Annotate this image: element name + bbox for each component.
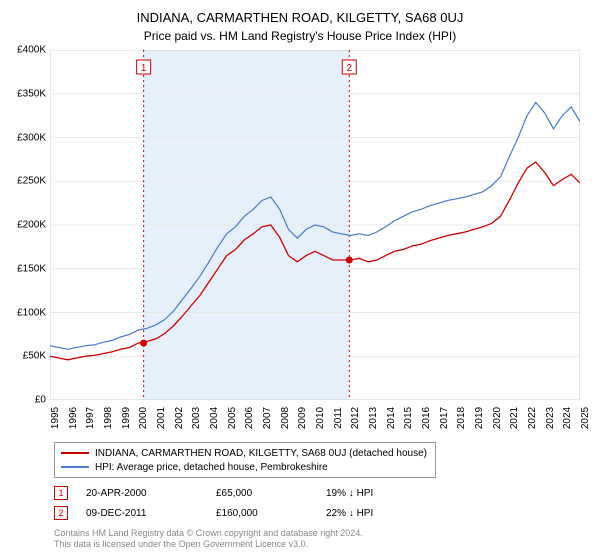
x-tick-label: 1999 bbox=[121, 407, 132, 429]
y-tick-label: £200K bbox=[17, 220, 46, 231]
sale-change-2: 22% ↓ HPI bbox=[326, 508, 373, 519]
sale-row-1: 1 20-APR-2000 £65,000 19% ↓ HPI bbox=[54, 486, 373, 500]
y-tick-label: £300K bbox=[17, 132, 46, 143]
sale-date-2: 09-DEC-2011 bbox=[86, 508, 216, 519]
x-tick-label: 2015 bbox=[403, 407, 414, 429]
legend-item: HPI: Average price, detached house, Pemb… bbox=[61, 460, 427, 474]
legend-swatch bbox=[61, 452, 89, 454]
x-tick-label: 1997 bbox=[85, 407, 96, 429]
x-tick-label: 2022 bbox=[527, 407, 538, 429]
sale-change-1: 19% ↓ HPI bbox=[326, 488, 373, 499]
x-tick-label: 2021 bbox=[509, 407, 520, 429]
chart-plot-area: 12 bbox=[50, 50, 580, 400]
y-axis: £0£50K£100K£150K£200K£250K£300K£350K£400… bbox=[0, 50, 50, 400]
title-main: INDIANA, CARMARTHEN ROAD, KILGETTY, SA68… bbox=[0, 0, 600, 25]
legend-label: HPI: Average price, detached house, Pemb… bbox=[95, 462, 328, 473]
x-tick-label: 2017 bbox=[439, 407, 450, 429]
y-tick-label: £0 bbox=[35, 395, 46, 406]
sale-marker-1: 1 bbox=[54, 486, 68, 500]
svg-text:2: 2 bbox=[346, 63, 352, 74]
y-tick-label: £50K bbox=[23, 351, 46, 362]
x-axis: 1995 1996 1997 1998 1999 2000 2001 2002 2003 2004… bbox=[50, 400, 580, 430]
x-tick-label: 2005 bbox=[227, 407, 238, 429]
sale-date-1: 20-APR-2000 bbox=[86, 488, 216, 499]
legend: INDIANA, CARMARTHEN ROAD, KILGETTY, SA68… bbox=[54, 442, 436, 478]
x-tick-label: 2001 bbox=[156, 407, 167, 429]
sale-price-1: £65,000 bbox=[216, 488, 326, 499]
x-tick-label: 2018 bbox=[456, 407, 467, 429]
x-tick-label: 2023 bbox=[545, 407, 556, 429]
legend-swatch bbox=[61, 466, 89, 468]
footer: Contains HM Land Registry data © Crown c… bbox=[54, 528, 363, 551]
svg-text:1: 1 bbox=[141, 63, 147, 74]
x-tick-label: 2016 bbox=[421, 407, 432, 429]
x-tick-label: 1996 bbox=[68, 407, 79, 429]
x-tick-label: 1995 bbox=[50, 407, 61, 429]
x-tick-label: 2014 bbox=[386, 407, 397, 429]
x-tick-label: 2013 bbox=[368, 407, 379, 429]
sale-row-2: 2 09-DEC-2011 £160,000 22% ↓ HPI bbox=[54, 506, 373, 520]
sale-marker-2: 2 bbox=[54, 506, 68, 520]
x-tick-label: 2024 bbox=[562, 407, 573, 429]
x-tick-label: 2002 bbox=[174, 407, 185, 429]
y-tick-label: £400K bbox=[17, 45, 46, 56]
sale-price-2: £160,000 bbox=[216, 508, 326, 519]
x-tick-label: 2004 bbox=[209, 407, 220, 429]
title-sub: Price paid vs. HM Land Registry's House … bbox=[0, 25, 600, 49]
footer-line-2: This data is licensed under the Open Gov… bbox=[54, 539, 363, 550]
y-tick-label: £350K bbox=[17, 88, 46, 99]
x-tick-label: 2012 bbox=[350, 407, 361, 429]
x-tick-label: 2006 bbox=[244, 407, 255, 429]
footer-line-1: Contains HM Land Registry data © Crown c… bbox=[54, 528, 363, 539]
x-tick-label: 2008 bbox=[280, 407, 291, 429]
x-tick-label: 2011 bbox=[333, 407, 344, 429]
chart-container: INDIANA, CARMARTHEN ROAD, KILGETTY, SA68… bbox=[0, 0, 600, 560]
x-tick-label: 2025 bbox=[580, 407, 591, 429]
x-tick-label: 1998 bbox=[103, 407, 114, 429]
x-tick-label: 2019 bbox=[474, 407, 485, 429]
chart-svg: 12 bbox=[50, 50, 580, 400]
x-tick-label: 2010 bbox=[315, 407, 326, 429]
x-tick-label: 2003 bbox=[191, 407, 202, 429]
legend-label: INDIANA, CARMARTHEN ROAD, KILGETTY, SA68… bbox=[95, 448, 427, 459]
legend-item: INDIANA, CARMARTHEN ROAD, KILGETTY, SA68… bbox=[61, 446, 427, 460]
x-tick-label: 2009 bbox=[297, 407, 308, 429]
x-tick-label: 2020 bbox=[492, 407, 503, 429]
y-tick-label: £100K bbox=[17, 307, 46, 318]
y-tick-label: £250K bbox=[17, 176, 46, 187]
x-tick-label: 2007 bbox=[262, 407, 273, 429]
y-tick-label: £150K bbox=[17, 263, 46, 274]
x-tick-label: 2000 bbox=[138, 407, 149, 429]
